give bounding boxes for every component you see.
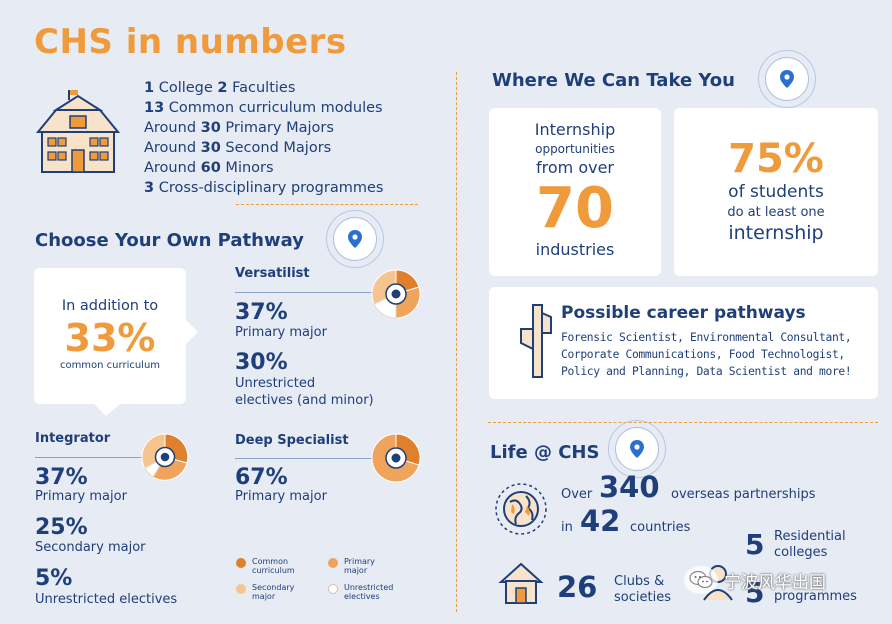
career-card: Possible career pathways Forensic Scient…	[489, 287, 878, 399]
residential-value: 5	[745, 528, 765, 561]
internship-card: Internship opportunities from over 70 in…	[489, 108, 661, 276]
career-line: Corporate Communications, Food Technolog…	[561, 348, 845, 361]
life-heading: Life @ CHS	[490, 442, 600, 463]
divider	[236, 204, 418, 205]
wechat-icon	[684, 566, 718, 594]
clubs-text: Clubs & societies	[614, 574, 671, 606]
over-text: Over	[561, 487, 593, 502]
integrator-label: Integrator	[35, 431, 111, 446]
programmes-text: programmes	[774, 589, 857, 604]
curriculum-bubble: In addition to 33% common curriculum	[34, 268, 204, 416]
card2-value: 75%	[728, 136, 824, 182]
card1-value: 70	[536, 176, 614, 241]
versatilist-donut	[370, 268, 422, 324]
partners-text: overseas partnerships	[671, 487, 816, 502]
versatilist-electives-text1: Unrestricted	[235, 376, 316, 391]
donut-connector	[35, 457, 145, 458]
stat-line: Around 30 Primary Majors	[144, 120, 334, 136]
legend-item: Primary major	[328, 557, 416, 575]
bubble-value: 33%	[64, 316, 156, 360]
location-pin-badge	[608, 420, 666, 478]
integrator-secondary-text: Secondary major	[35, 540, 146, 555]
donut-connector	[235, 458, 375, 459]
students-card: 75% of students do at least one internsh…	[674, 108, 878, 276]
versatilist-label: Versatilist	[235, 266, 310, 281]
stat-line: 13 Common curriculum modules	[144, 100, 383, 116]
card1-line2: opportunities	[535, 142, 615, 156]
watermark: 宁波风华出国	[684, 566, 826, 594]
legend-swatch	[328, 584, 338, 594]
deep-specialist-donut	[370, 432, 422, 488]
card2-line3: internship	[728, 222, 824, 244]
programmes-value: 5	[745, 576, 765, 609]
donut-connector	[235, 292, 375, 293]
partners-value: 340	[599, 470, 660, 504]
integrator-donut	[140, 432, 190, 486]
versatilist-electives-value: 30%	[235, 350, 288, 375]
school-building-icon	[35, 88, 121, 176]
card2-line1: of students	[728, 182, 824, 202]
card1-line4: industries	[535, 240, 615, 259]
divider	[488, 422, 878, 423]
card2-line2: do at least one	[727, 205, 825, 220]
versatilist-primary-value: 37%	[235, 300, 288, 325]
location-pin-icon	[780, 70, 794, 88]
location-pin-icon	[348, 230, 362, 248]
stat-line: Around 60 Minors	[144, 160, 274, 176]
in-text: in	[561, 520, 573, 535]
bubble-line1: In addition to	[61, 298, 159, 314]
signpost-icon	[519, 303, 553, 383]
career-list: Forensic Scientist, Environmental Consul…	[561, 329, 852, 380]
legend-item: Unrestricted electives	[328, 583, 416, 601]
legend-item: Common curriculum	[236, 557, 328, 575]
stat-line: 1 College 2 Faculties	[144, 80, 296, 96]
card1-line1: Internship	[534, 120, 616, 139]
donut-legend: Common curriculum Primary major Secondary m…	[236, 557, 416, 601]
integrator-primary-value: 37%	[35, 465, 88, 490]
countries-value: 42	[580, 504, 621, 538]
versatilist-electives-text2: electives (and minor)	[235, 393, 374, 408]
location-pin-badge	[326, 210, 384, 268]
clubs-value: 26	[557, 570, 598, 604]
house-icon	[498, 560, 544, 610]
legend-swatch	[236, 558, 246, 568]
location-pin-icon	[630, 440, 644, 458]
stat-line: 3 Cross-disciplinary programmes	[144, 180, 384, 196]
countries-text: countries	[630, 520, 691, 535]
stat-line: Around 30 Second Majors	[144, 140, 332, 156]
career-line: Policy and Planning, Data Scientist and …	[561, 365, 852, 378]
residential-text-line: colleges	[774, 545, 828, 560]
versatilist-primary-text: Primary major	[235, 325, 327, 340]
clubs-text-line: societies	[614, 590, 671, 605]
deep-specialist-primary-value: 67%	[235, 465, 288, 490]
stats-list: 1 College 2 Faculties 13 Common curricul…	[144, 78, 383, 198]
integrator-primary-text: Primary major	[35, 489, 127, 504]
integrator-electives-value: 5%	[35, 566, 73, 591]
take-heading: Where We Can Take You	[492, 70, 735, 91]
career-line: Forensic Scientist, Environmental Consul…	[561, 331, 852, 344]
legend-swatch	[328, 558, 338, 568]
globe-icon	[494, 482, 548, 540]
card1-line3: from over	[536, 158, 614, 177]
location-pin-badge	[758, 50, 816, 108]
vertical-divider	[456, 72, 457, 612]
legend-swatch	[236, 584, 246, 594]
clubs-text-line: Clubs &	[614, 574, 665, 589]
residential-text-line: Residential	[774, 529, 846, 544]
page-title: CHS in numbers	[34, 22, 347, 62]
integrator-secondary-value: 25%	[35, 515, 88, 540]
residential-text: Residential colleges	[774, 529, 846, 561]
deep-specialist-primary-text: Primary major	[235, 489, 327, 504]
career-heading: Possible career pathways	[561, 303, 806, 323]
bubble-line2: common curriculum	[59, 360, 161, 371]
pathway-heading: Choose Your Own Pathway	[35, 230, 304, 251]
integrator-electives-text: Unrestricted electives	[35, 592, 178, 607]
legend-item: Secondary major	[236, 583, 328, 601]
deep-specialist-label: Deep Specialist	[235, 433, 349, 448]
watermark-text: 宁波风华出国	[724, 572, 826, 593]
